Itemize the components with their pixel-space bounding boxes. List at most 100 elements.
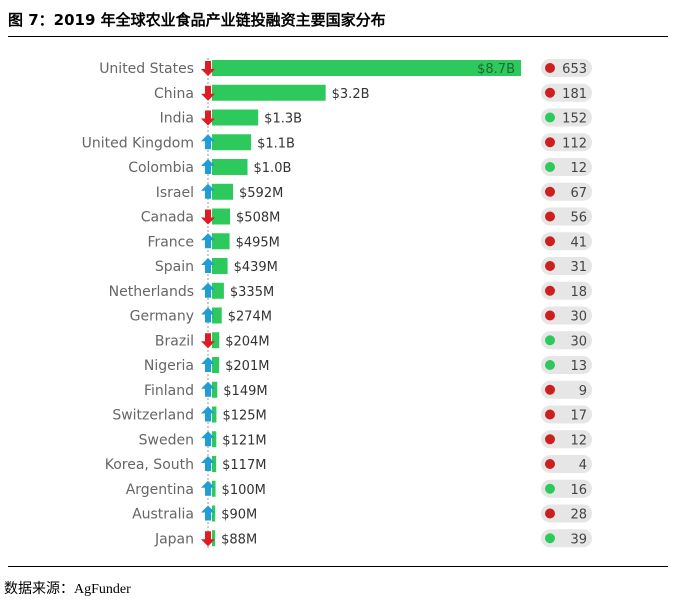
deal-count-pill <box>541 108 592 127</box>
deal-count-pill <box>541 430 592 449</box>
deal-count: 56 <box>570 211 587 226</box>
value-label: $201M <box>225 359 269 374</box>
category-label: Australia <box>132 507 194 523</box>
value-label: $1.1B <box>257 136 295 151</box>
bar <box>212 332 220 349</box>
category-label: Canada <box>141 210 194 226</box>
status-dot-icon <box>545 409 555 420</box>
bar <box>212 60 521 76</box>
category-label: Korea, South <box>105 457 194 473</box>
category-label: France <box>147 234 194 250</box>
status-dot-icon <box>545 261 555 271</box>
category-label: Israel <box>156 185 194 201</box>
category-label: Switzerland <box>112 408 194 424</box>
deal-count-pill <box>541 455 592 473</box>
deal-count-pill <box>541 504 592 523</box>
deal-count: 18 <box>570 285 587 300</box>
trend-up-arrow-icon <box>201 406 215 422</box>
bar <box>212 431 217 448</box>
deal-count-pill <box>541 281 592 300</box>
deal-count-pill <box>541 405 592 424</box>
value-label: $592M <box>239 186 283 201</box>
trend-down-arrow-icon <box>201 333 215 349</box>
deal-count: 30 <box>570 310 587 325</box>
status-dot-icon <box>545 63 555 73</box>
bar <box>212 307 222 324</box>
category-label: Germany <box>130 309 194 325</box>
deal-count-pill <box>541 306 592 325</box>
bar <box>212 134 252 151</box>
bar <box>212 183 234 200</box>
trend-up-arrow-icon <box>201 258 215 273</box>
bar <box>212 456 217 472</box>
deal-count: 28 <box>570 508 587 523</box>
category-label: Spain <box>155 259 194 275</box>
bar <box>212 480 216 497</box>
trend-up-arrow-icon <box>201 480 215 496</box>
category-label: Argentina <box>126 482 194 498</box>
status-dot-icon <box>545 87 555 98</box>
trend-down-arrow-icon <box>201 85 215 101</box>
value-label: $90M <box>221 508 257 523</box>
deal-count: 181 <box>562 87 587 102</box>
value-label: $1.0B <box>254 161 292 176</box>
status-dot-icon <box>545 459 555 469</box>
deal-count: 39 <box>570 532 587 547</box>
trend-up-arrow-icon <box>201 159 215 174</box>
status-dot-icon <box>545 335 555 346</box>
status-dot-icon <box>545 310 555 321</box>
category-label: Nigeria <box>144 358 194 374</box>
value-label: $3.2B <box>332 87 370 102</box>
bar <box>212 406 217 423</box>
deal-count: 12 <box>570 161 587 176</box>
value-label: $117M <box>222 458 266 473</box>
value-label: $149M <box>223 384 267 399</box>
bar <box>212 505 216 522</box>
status-dot-icon <box>545 137 555 148</box>
value-label: $121M <box>222 433 266 448</box>
bar <box>212 84 326 101</box>
deal-count: 9 <box>579 384 587 399</box>
category-label: Finland <box>144 383 194 399</box>
trend-up-arrow-icon <box>201 282 215 298</box>
bar <box>212 233 230 250</box>
status-dot-icon <box>545 483 555 494</box>
deal-count: 41 <box>570 235 587 250</box>
status-dot-icon <box>545 186 555 197</box>
trend-up-arrow-icon <box>201 183 215 199</box>
chart-title: 图 7：2019 年全球农业食品产业链投融资主要国家分布 <box>8 11 386 29</box>
deal-count-pill <box>541 83 592 102</box>
deal-count: 13 <box>570 359 587 374</box>
deal-count: 31 <box>570 260 587 275</box>
trend-down-arrow-icon <box>201 61 215 76</box>
deal-count-pill <box>541 207 592 226</box>
bar <box>212 530 216 547</box>
trend-up-arrow-icon <box>201 381 215 397</box>
bar <box>212 208 231 225</box>
bar <box>212 159 248 175</box>
value-label: $1.3B <box>264 112 302 127</box>
deal-count: 152 <box>562 112 587 127</box>
trend-up-arrow-icon <box>201 431 215 447</box>
trend-down-arrow-icon <box>201 110 215 126</box>
trend-up-arrow-icon <box>201 357 215 372</box>
deal-count: 4 <box>579 458 587 473</box>
category-label: United States <box>99 61 194 77</box>
trend-up-arrow-icon <box>201 307 215 323</box>
deal-count-pill <box>541 133 592 152</box>
trend-up-arrow-icon <box>201 134 215 150</box>
category-label: Sweden <box>139 432 194 448</box>
deal-count-pill <box>541 232 592 251</box>
status-dot-icon <box>545 285 555 296</box>
deal-count-pill <box>541 59 592 77</box>
bar <box>212 282 224 299</box>
status-dot-icon <box>545 162 555 172</box>
deal-count-pill <box>541 257 592 275</box>
value-label: $204M <box>225 334 269 349</box>
value-label: $8.7B <box>477 62 515 77</box>
deal-count: 112 <box>562 136 587 151</box>
category-label: Colombia <box>128 160 194 176</box>
deal-count: 67 <box>570 186 587 201</box>
value-label: $439M <box>234 260 278 275</box>
